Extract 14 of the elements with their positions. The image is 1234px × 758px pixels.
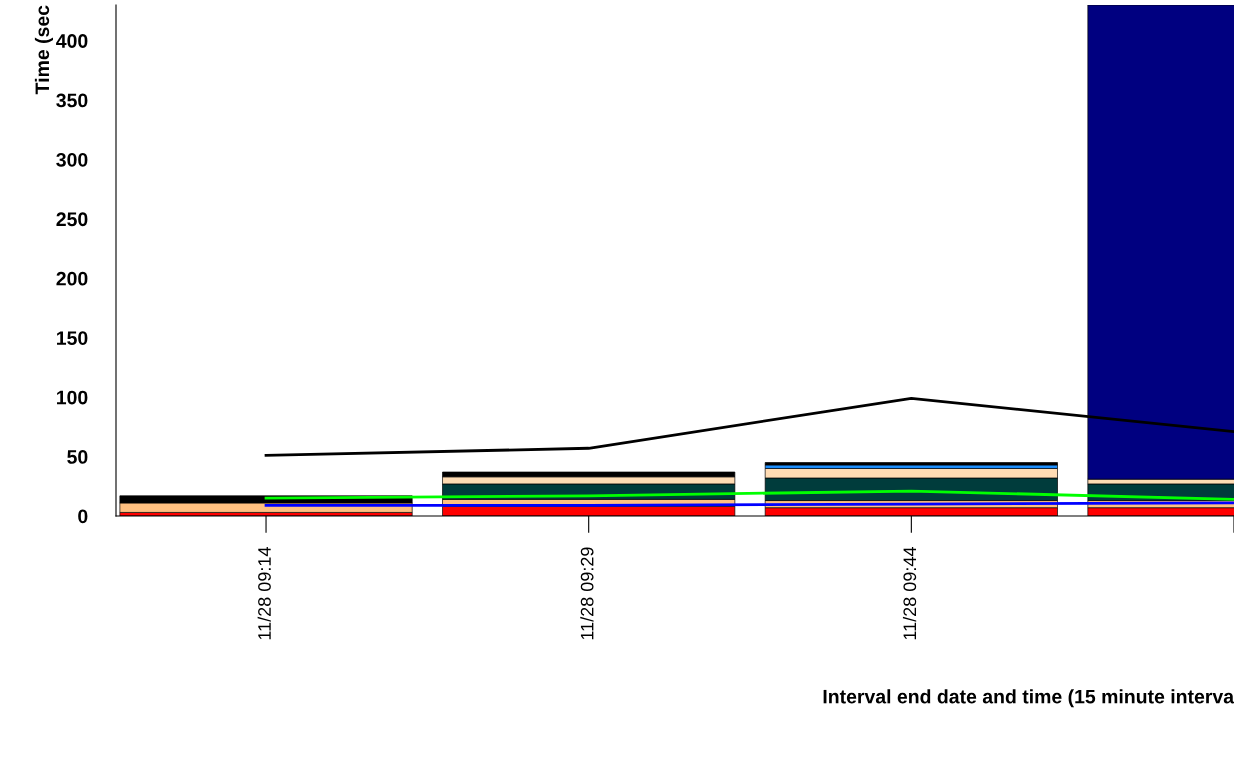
- y-axis-title: Time (sec: [34, 5, 54, 95]
- x-axis-title: Interval end date and time (15 minute interva: [823, 689, 1234, 708]
- y-tick-label: 50: [67, 450, 88, 464]
- x-tick-label: 11/28 09:44: [902, 547, 917, 640]
- y-tick-label: 350: [56, 93, 88, 108]
- y-tick-label: 400: [56, 34, 88, 48]
- y-tick-label: 300: [56, 152, 88, 167]
- y-tick-label: 100: [57, 390, 88, 405]
- y-tick-label: 150: [57, 331, 88, 345]
- y-tick-label: 0: [78, 509, 88, 524]
- x-tick-label: 11/28 09:29: [580, 547, 594, 640]
- y-tick-label: 250: [56, 212, 88, 227]
- y-tick-label: 200: [56, 271, 88, 286]
- x-tick-label: 11/28 09:14: [257, 547, 271, 640]
